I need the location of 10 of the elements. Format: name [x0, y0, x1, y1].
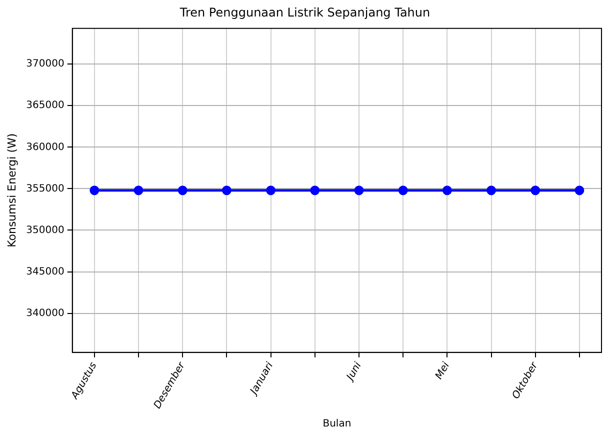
chart-title: Tren Penggunaan Listrik Sepanjang Tahun [178, 5, 430, 20]
y-tick-label: 355000 [26, 183, 64, 194]
y-tick-label: 360000 [26, 142, 64, 153]
y-tick-label: 370000 [26, 58, 64, 70]
y-tick-label: 365000 [26, 100, 64, 112]
y-tick-label: 345000 [26, 266, 64, 278]
x-axis-title: Bulan [322, 418, 352, 430]
y-tick-label: 350000 [26, 224, 64, 236]
y-tick-label: 340000 [26, 308, 64, 319]
y-axis-title: Konsumsi Energi (W) [5, 133, 18, 248]
